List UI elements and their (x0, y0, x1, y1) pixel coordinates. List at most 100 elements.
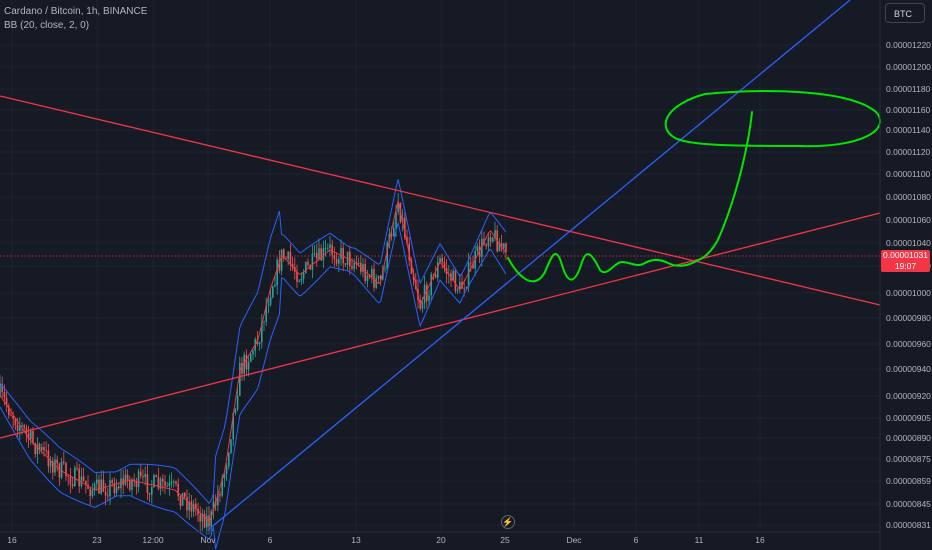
candle-body (362, 263, 364, 272)
candle-body (166, 485, 168, 487)
candle-body (65, 462, 67, 477)
target-ellipse[interactable] (664, 90, 882, 148)
candle-body (261, 322, 263, 343)
candle-body (269, 297, 272, 305)
candle-body (118, 486, 120, 489)
candle-body (327, 247, 329, 249)
candle-body (140, 471, 142, 476)
candle-body (432, 274, 435, 276)
candle-body (164, 481, 166, 487)
candle-body (252, 350, 254, 355)
currency-button[interactable]: BTC (885, 3, 925, 23)
candle-body (10, 415, 12, 417)
indicator-legend[interactable]: BB (20, close, 2, 0) (4, 20, 90, 31)
candle-body (245, 354, 248, 370)
candle-body (21, 425, 23, 427)
time-tick-label: 13 (351, 535, 361, 545)
time-tick-label: 16 (7, 535, 17, 545)
candle-body (3, 391, 6, 398)
lightning-icon[interactable]: ⚡ (501, 515, 515, 529)
price-tick-label: 0.00000920 (886, 391, 931, 401)
candle-body (441, 257, 443, 263)
candle-body (232, 413, 234, 440)
candle-body (177, 483, 179, 497)
price-tick-label: 0.00001220 (886, 40, 931, 50)
candle-body (186, 497, 188, 511)
candle-body (76, 467, 78, 469)
candle-body (351, 266, 353, 269)
candle-body (19, 426, 21, 431)
time-axis[interactable]: 16 23 12:00 Nov 6 13 20 25 Dec 6 11 16 (7, 535, 765, 545)
candle-body (188, 501, 190, 511)
candle-body (195, 503, 197, 509)
price-tick-label: 0.00000960 (886, 339, 931, 349)
candle-body (386, 242, 388, 269)
candle-body (168, 482, 171, 486)
candle-body (197, 508, 199, 515)
candle-body (111, 480, 113, 483)
price-tick-label: 0.00000831 (886, 520, 931, 530)
candle-body (126, 474, 129, 481)
candle-body (338, 258, 340, 264)
candle-body (498, 243, 501, 252)
candle-body (439, 257, 441, 263)
candle-body (311, 253, 314, 270)
candle-body (236, 395, 239, 410)
last-price-tag: 0.00001031 19:07 (881, 250, 930, 272)
candle-body (170, 481, 173, 483)
candle-body (465, 287, 468, 289)
trendline-descending[interactable] (0, 95, 881, 306)
candle-body (505, 243, 507, 252)
time-tick-label: 6 (268, 535, 273, 545)
candle-body (201, 513, 204, 522)
price-tick-label: 0.00001080 (886, 192, 931, 202)
candle-body (302, 272, 305, 279)
candle-body (151, 487, 153, 495)
candle-body (454, 270, 457, 292)
candle-body (144, 474, 146, 478)
candle-body (265, 305, 267, 322)
candle-body (397, 202, 399, 213)
candle-body (250, 354, 252, 362)
trend-drawings[interactable] (0, 0, 882, 531)
candle-body (368, 275, 371, 277)
candle-body (58, 463, 61, 478)
candle-body (25, 427, 28, 434)
trendline-ascending[interactable] (0, 212, 881, 439)
candle-body (305, 261, 307, 273)
candle-body (190, 501, 193, 512)
candle-body (476, 246, 479, 252)
candle-body (382, 269, 384, 280)
price-axis[interactable]: 0.00001220 0.00001200 0.00001180 0.00001160… (886, 40, 931, 530)
trendline-blue[interactable] (207, 0, 851, 531)
vertical-gridlines (11, 0, 761, 532)
projection-path[interactable] (507, 111, 753, 283)
chart-title: Cardano / Bitcoin, 1h, BINANCE (4, 6, 148, 17)
candle-body (148, 493, 151, 495)
candle-body (56, 459, 58, 464)
candle-body (157, 477, 160, 489)
candle-body (96, 479, 98, 484)
candle-body (300, 278, 303, 281)
price-tick-label: 0.00001160 (886, 105, 931, 115)
candle-body (173, 481, 175, 483)
candle-body (16, 424, 19, 431)
candle-body (60, 461, 63, 478)
candle-body (30, 431, 32, 440)
candle-body (43, 447, 45, 451)
candle-body (199, 514, 201, 522)
candle-body (102, 479, 105, 492)
time-tick-label: 23 (92, 535, 102, 545)
candle-body (225, 466, 228, 475)
candle-body (155, 475, 157, 478)
candle-body (217, 493, 219, 506)
last-price-value: 0.00001031 (883, 250, 928, 260)
candle-body (375, 278, 377, 288)
candle-body (1, 384, 3, 392)
candle-body (333, 254, 336, 260)
candle-body (283, 249, 285, 259)
candle-body (423, 284, 426, 303)
candle-body (87, 484, 89, 490)
bb-basis (0, 200, 507, 522)
